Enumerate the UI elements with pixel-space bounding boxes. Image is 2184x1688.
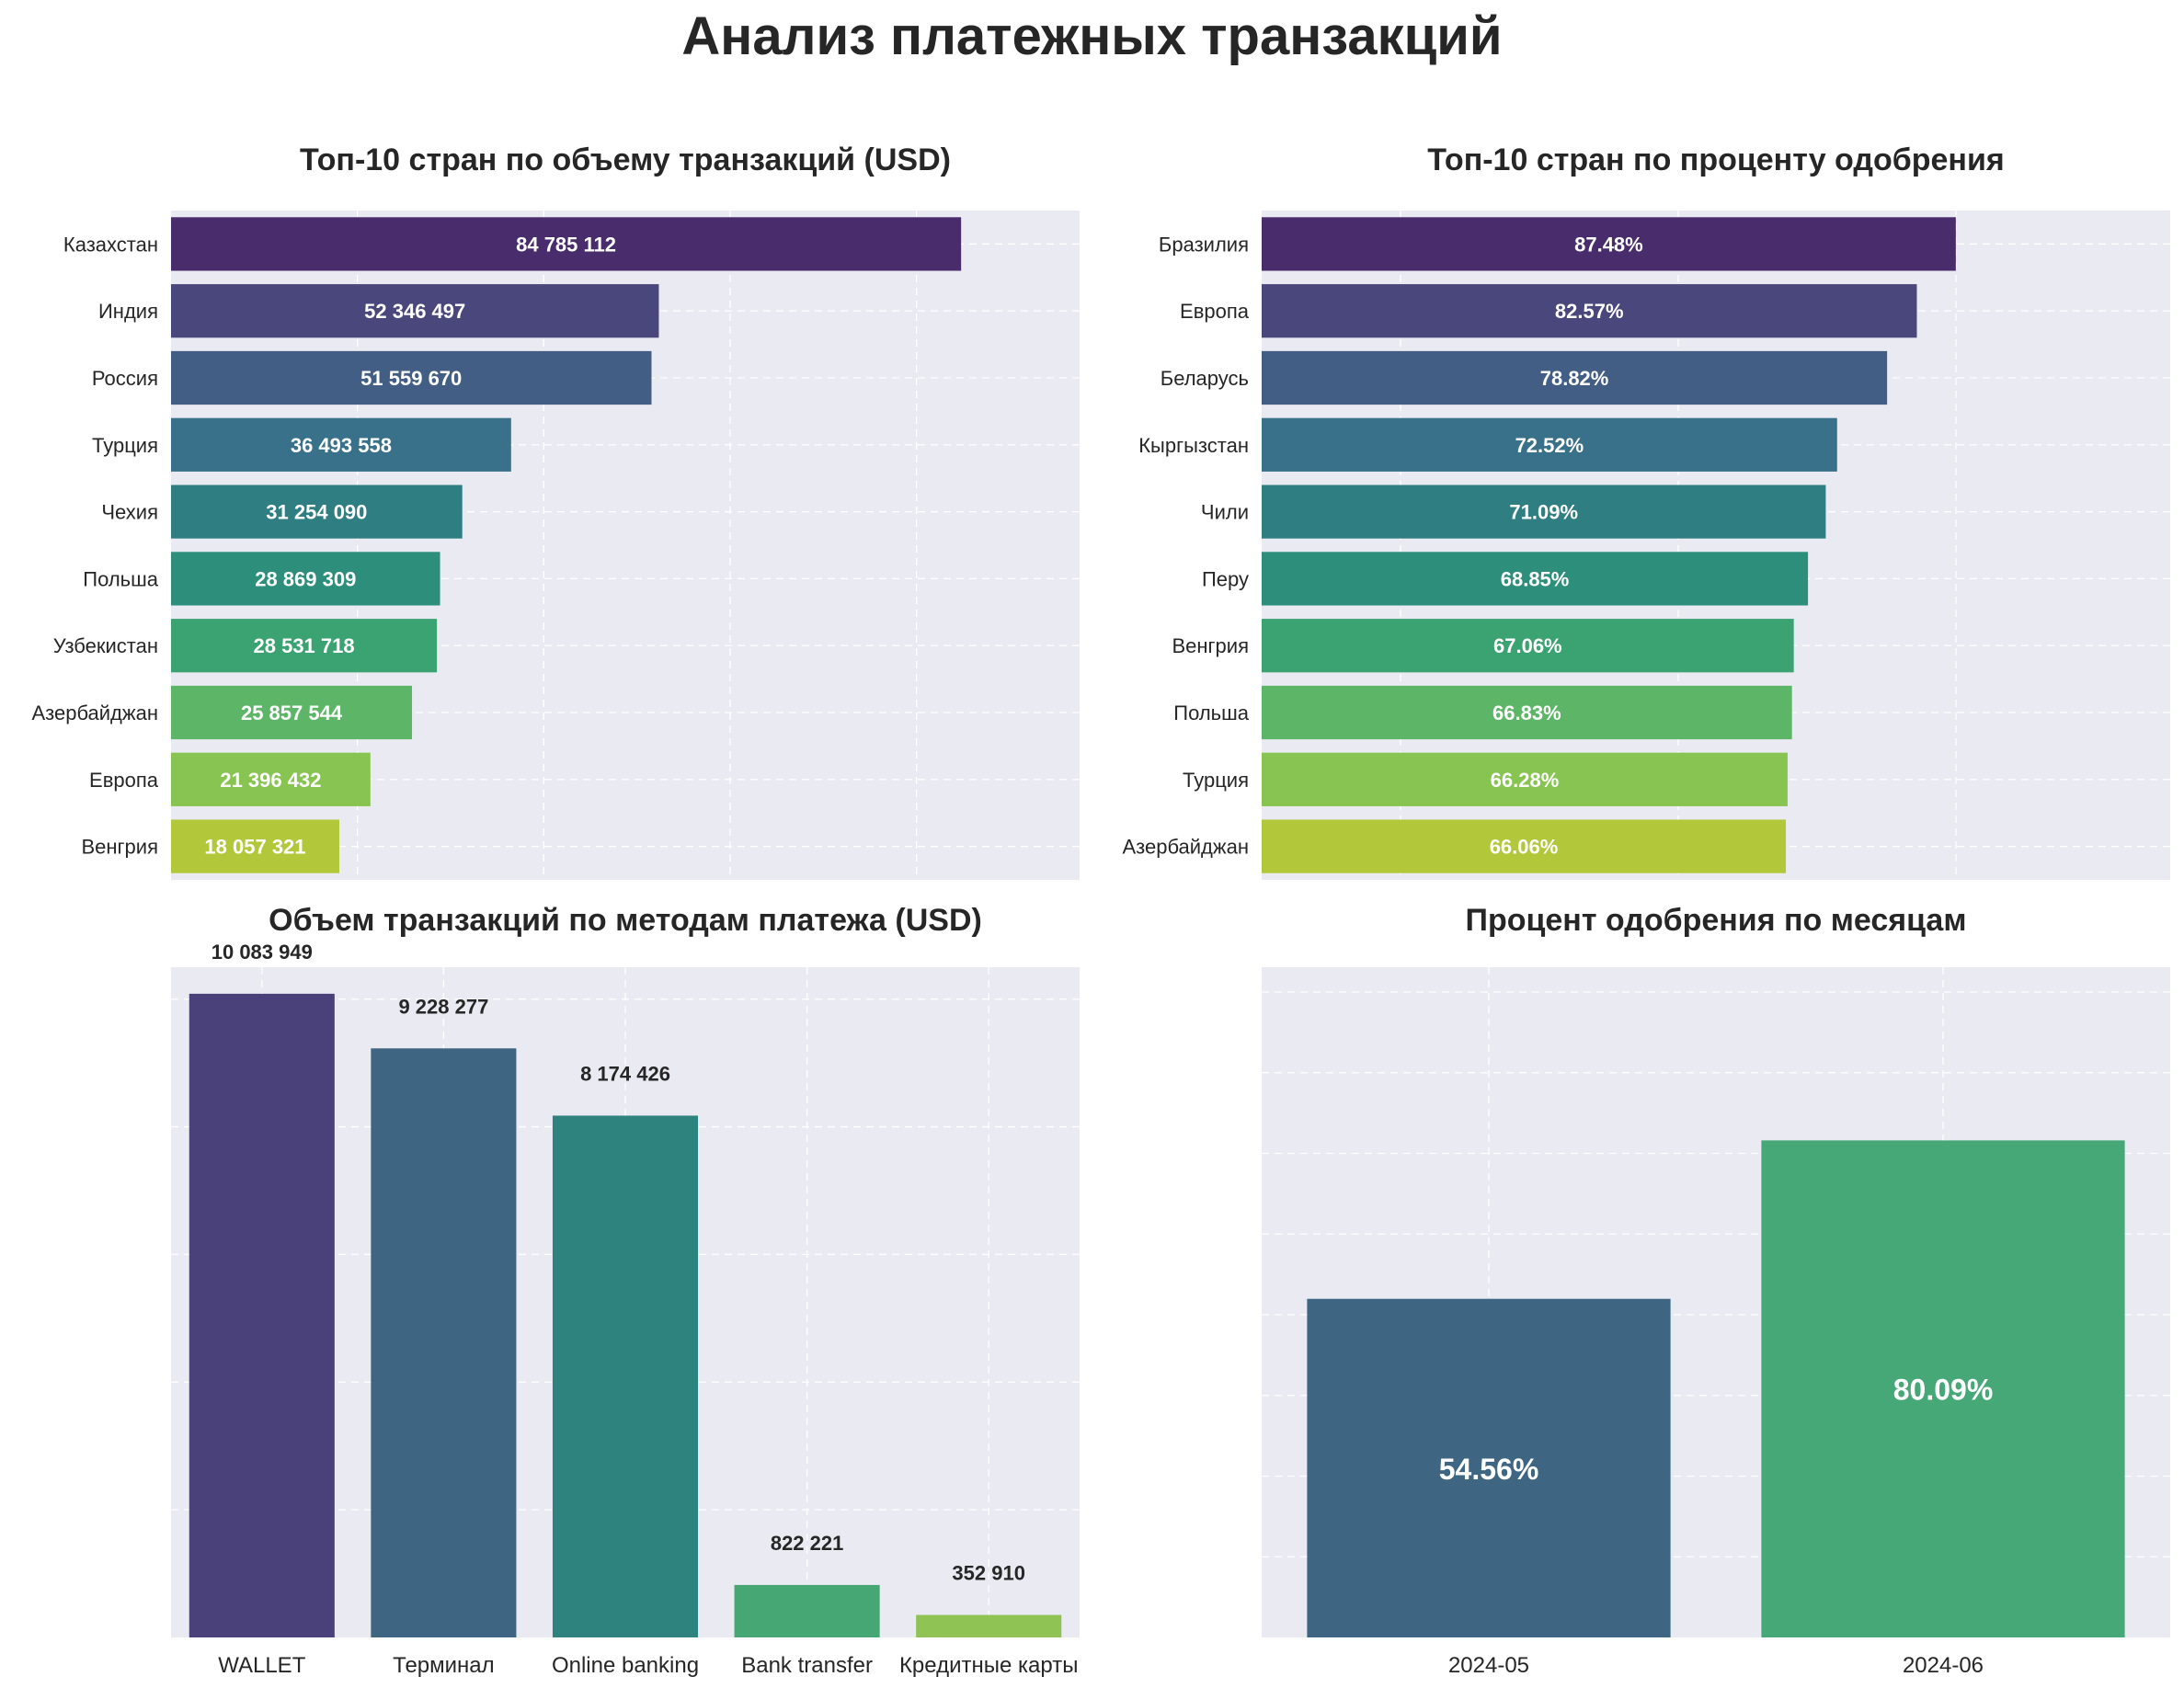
bar-value-label: 10 083 949 [212,941,313,964]
bar-value-label: 36 493 558 [291,434,392,457]
bar-value-label: 78.82% [1540,367,1609,390]
bar-value-label: 80.09% [1893,1374,1994,1407]
bar [1262,485,1826,539]
bar-value-label: 31 254 090 [266,501,367,524]
bar-value-label: 52 346 497 [364,300,465,323]
chart-title-volume-by-method: Объем транзакций по методам платежа (USD… [269,903,982,938]
bar-value-label: 72.52% [1515,434,1584,457]
bar-value-label: 71.09% [1509,501,1578,524]
bar [1262,685,1792,740]
bar [1262,752,1788,806]
bar [1262,417,1837,472]
bar [171,485,463,539]
bar [189,993,335,1637]
bar-value-label: 352 910 [952,1561,1025,1584]
category-label: Россия [92,367,158,390]
bar-value-label: 51 559 670 [360,367,462,390]
category-label: Азербайджан [1122,836,1249,859]
bar [1262,619,1794,673]
bar [171,284,659,338]
bar-value-label: 18 057 321 [204,836,305,859]
category-label: Польша [1173,701,1250,724]
bar-value-label: 82.57% [1555,300,1624,323]
bar-value-label: 8 174 426 [580,1062,670,1085]
bar [1262,217,1956,271]
chart-title-approval-by-month: Процент одобрения по месяцам [1465,903,1967,938]
bar [171,217,962,271]
category-label: WALLET [218,1653,305,1678]
bar-value-label: 66.28% [1491,769,1560,792]
bar [734,1584,880,1637]
bar [171,685,413,740]
category-label: Бразилия [1159,233,1249,256]
bar-value-label: 84 785 112 [516,233,616,256]
bar [1262,350,1888,405]
category-label: Казахстан [63,233,158,256]
category-label: Беларусь [1161,367,1249,390]
category-label: Чехия [101,501,158,524]
figure-title: Анализ платежных транзакций [681,6,1503,66]
bar [171,619,438,673]
plot-approval-by-country: Бразилия 87.48% Европа 82.57% Беларусь 78.82%… [1122,211,2170,880]
category-label: Терминал [393,1653,495,1678]
category-label: Турция [1183,769,1249,792]
bar [916,1614,1062,1637]
category-label: Чили [1201,501,1249,524]
plot-volume-by-method: WALLET 10 083 949 Терминал 9 228 277 Online … [171,941,1080,1678]
category-label: Европа [1180,300,1250,323]
bar-value-label: 28 869 309 [255,567,356,590]
category-label: Венгрия [1172,634,1249,657]
chart-title-approval-by-country: Топ-10 стран по проценту одобрения [1427,143,2005,177]
bar-value-label: 9 228 277 [398,995,488,1018]
bar [1262,552,1809,606]
bar [1262,284,1917,338]
category-label: Турция [92,434,158,457]
category-label: Перу [1202,567,1249,590]
category-label: Польша [83,567,159,590]
bar-value-label: 54.56% [1439,1453,1539,1486]
bar-value-label: 25 857 544 [241,701,343,724]
bar [171,819,339,873]
bar [171,417,511,472]
bar [371,1048,517,1637]
bar-value-label: 68.85% [1501,567,1570,590]
bar [1761,1140,2125,1637]
bar-value-label: 21 396 432 [220,769,321,792]
category-label: Европа [89,769,159,792]
category-label: Индия [98,300,158,323]
bar-value-label: 66.06% [1490,836,1559,859]
category-label: 2024-05 [1448,1653,1529,1678]
category-label: 2024-06 [1903,1653,1984,1678]
bar-value-label: 66.83% [1492,701,1561,724]
category-label: Кредитные карты [899,1653,1079,1678]
bar [171,350,652,405]
chart-title-volume-by-country: Топ-10 стран по объему транзакций (USD) [300,143,951,177]
category-label: Венгрия [81,836,158,859]
plot-volume-by-country: Казахстан 84 785 112 Индия 52 346 497 Россия… [31,211,1080,880]
bar-value-label: 87.48% [1574,233,1643,256]
category-label: Узбекистан [53,634,158,657]
bar-value-label: 28 531 718 [254,634,355,657]
category-label: Online banking [552,1653,699,1678]
bar [1262,819,1787,873]
bar [171,752,371,806]
category-label: Кыргызстан [1138,434,1249,457]
category-label: Азербайджан [31,701,158,724]
bar-value-label: 822 221 [771,1532,844,1555]
bar [1307,1298,1671,1637]
bar [552,1115,699,1637]
bar [171,552,440,606]
category-label: Bank transfer [741,1653,873,1678]
bar-value-label: 67.06% [1493,634,1562,657]
